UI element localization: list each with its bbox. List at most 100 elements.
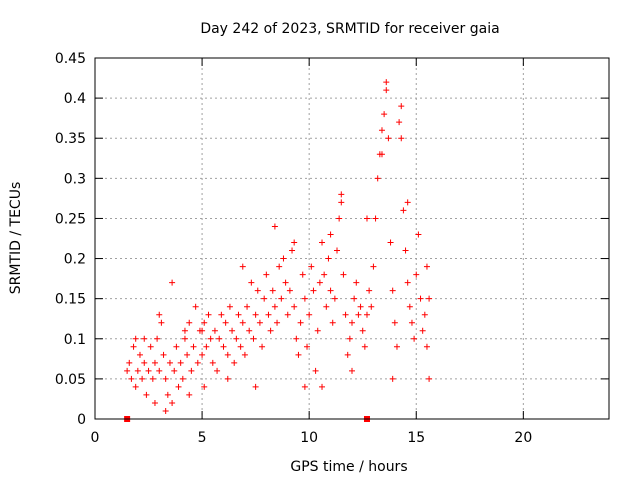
- data-point: [141, 359, 148, 366]
- data-point: [271, 223, 278, 230]
- data-point: [325, 255, 332, 262]
- data-point: [421, 311, 428, 318]
- data-point: [349, 367, 355, 374]
- data-point: [164, 391, 171, 398]
- data-point: [179, 375, 186, 382]
- data-point: [408, 319, 415, 326]
- data-point: [344, 351, 351, 358]
- data-point: [289, 247, 296, 254]
- data-point: [169, 399, 176, 406]
- data-point: [252, 383, 259, 390]
- data-point: [406, 303, 413, 310]
- data-point: [145, 367, 152, 374]
- data-point: [205, 311, 212, 318]
- data-point: [293, 335, 300, 342]
- data-point: [291, 239, 298, 246]
- data-point: [370, 263, 377, 270]
- data-point: [237, 343, 244, 350]
- data-point: [338, 199, 345, 206]
- data-point: [349, 319, 355, 326]
- data-point: [299, 271, 306, 278]
- data-point: [214, 367, 221, 374]
- data-point: [419, 327, 426, 334]
- data-point: [423, 343, 430, 350]
- y-tick-label: 0.2: [64, 252, 86, 268]
- data-point: [301, 295, 308, 302]
- data-point: [381, 111, 388, 118]
- data-point: [222, 319, 229, 326]
- y-axis-label: SRMTID / TECUs: [8, 182, 24, 295]
- data-point: [327, 231, 334, 238]
- data-point: [224, 375, 231, 382]
- data-point: [241, 351, 248, 358]
- y-tick-label: 0.05: [55, 372, 86, 388]
- data-point: [361, 343, 368, 350]
- data-point: [250, 335, 257, 342]
- y-tick-label: 0.3: [64, 171, 86, 187]
- data-point: [346, 335, 353, 342]
- data-point: [263, 271, 270, 278]
- data-point: [400, 207, 407, 214]
- data-point: [181, 327, 188, 334]
- data-point: [271, 303, 278, 310]
- data-point: [254, 287, 261, 294]
- data-point: [284, 311, 291, 318]
- data-point: [357, 303, 364, 310]
- data-point: [411, 335, 418, 342]
- grid-lines: [95, 58, 609, 419]
- data-point: [329, 319, 336, 326]
- data-point: [216, 335, 223, 342]
- chart-title: Day 242 of 2023, SRMTID for receiver gai…: [200, 21, 499, 37]
- data-point: [126, 359, 133, 366]
- data-point: [248, 279, 255, 286]
- data-point: [173, 343, 180, 350]
- axis-ticks: 0 0.05 0.1 0.15 0.2 0.25 0.3 0.35 0.4 0.45 0 5 10 15 2…: [55, 51, 609, 446]
- data-point: [316, 279, 323, 286]
- data-point: [261, 295, 268, 302]
- data-point: [169, 279, 176, 286]
- data-point: [188, 367, 195, 374]
- data-point: [383, 87, 390, 94]
- data-point: [154, 335, 161, 342]
- data-point: [186, 319, 193, 326]
- data-point: [295, 351, 302, 358]
- y-tick-label: 0.15: [55, 292, 86, 308]
- data-point: [334, 247, 341, 254]
- data-point: [417, 295, 424, 302]
- data-point: [291, 303, 298, 310]
- data-point: [231, 359, 238, 366]
- data-point: [342, 311, 349, 318]
- data-point: [372, 215, 379, 222]
- data-point: [366, 287, 373, 294]
- data-point: [199, 327, 206, 334]
- data-points: [124, 79, 433, 414]
- data-point: [130, 343, 137, 350]
- y-tick-label: 0.45: [55, 51, 86, 67]
- data-point: [209, 359, 216, 366]
- data-point: [201, 319, 208, 326]
- data-point: [314, 327, 321, 334]
- data-point: [181, 335, 188, 342]
- data-point: [235, 311, 242, 318]
- data-point: [211, 327, 218, 334]
- data-point: [301, 383, 308, 390]
- data-point: [190, 343, 197, 350]
- data-point: [331, 295, 338, 302]
- data-point: [402, 247, 409, 254]
- data-point: [423, 263, 430, 270]
- data-point: [355, 311, 362, 318]
- data-point: [297, 319, 304, 326]
- data-point: [171, 367, 178, 374]
- data-point: [389, 375, 396, 382]
- data-point: [226, 303, 233, 310]
- data-point: [396, 119, 403, 126]
- data-point: [321, 271, 328, 278]
- data-point: [359, 327, 366, 334]
- data-point: [353, 279, 360, 286]
- data-point: [319, 239, 326, 246]
- data-point: [252, 311, 259, 318]
- data-point: [151, 359, 158, 366]
- data-point: [139, 375, 146, 382]
- data-point: [244, 303, 251, 310]
